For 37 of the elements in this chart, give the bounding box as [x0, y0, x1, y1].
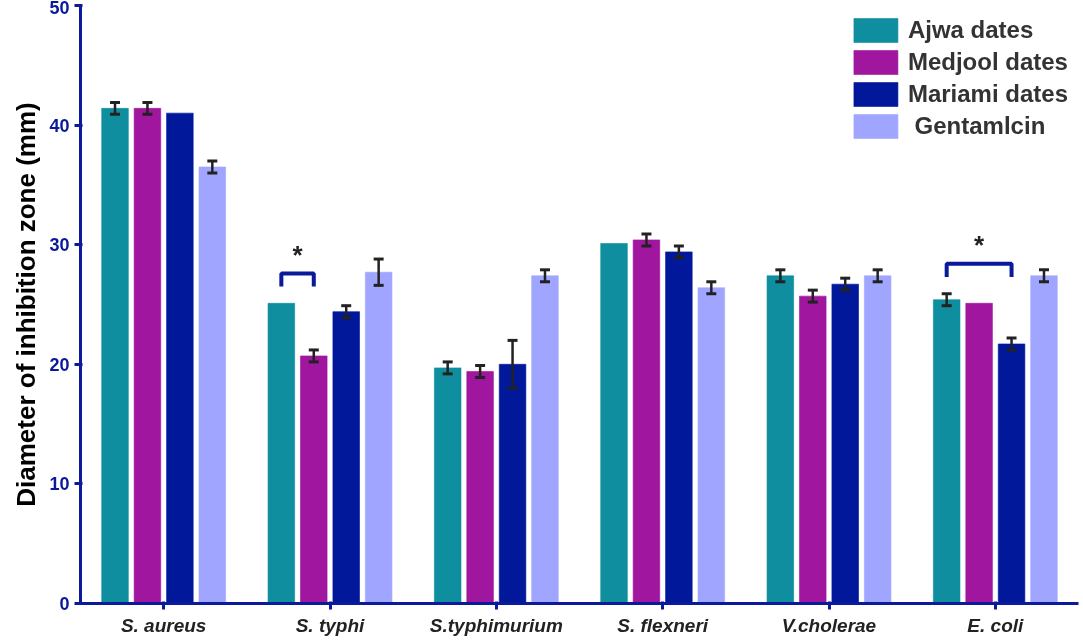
legend-label: Medjool dates — [907, 48, 1068, 76]
annotation: * — [974, 230, 986, 261]
legend-label: Gentamlcin — [913, 112, 1046, 140]
x-tick-label: V.cholerae — [781, 614, 877, 636]
x-tick-label: E. coli — [967, 614, 1025, 636]
bar — [364, 271, 393, 604]
bar — [863, 275, 892, 604]
legend-label: Ajwa dates — [907, 16, 1034, 44]
bar — [101, 107, 129, 604]
legend-label: Mariami dates — [907, 80, 1068, 108]
y-tick-label: 30 — [49, 235, 70, 256]
y-tick-label: 20 — [49, 354, 70, 375]
bar — [299, 355, 328, 604]
bar — [932, 299, 961, 604]
y-tick-label: 0 — [59, 594, 70, 614]
x-tick-label: S. aureus — [120, 614, 207, 636]
bar — [632, 239, 661, 604]
x-tick-label: S. typhi — [295, 614, 366, 636]
y-axis-title: Diameter of inhibition zone (mm) — [11, 102, 42, 507]
bar — [466, 370, 494, 604]
x-tick-label: S. flexneri — [617, 614, 709, 636]
y-tick-label: 40 — [49, 115, 70, 136]
bar — [267, 302, 296, 604]
bar — [433, 367, 462, 604]
x-tick-label: S.typhimurium — [429, 614, 563, 636]
bar — [198, 166, 227, 604]
bar — [133, 107, 162, 604]
bar — [766, 275, 795, 604]
y-tick-label: 50 — [49, 0, 70, 18]
bar — [531, 275, 559, 604]
bar — [798, 295, 827, 604]
bar — [965, 302, 993, 604]
y-tick-label: 10 — [49, 474, 70, 495]
bar — [600, 243, 628, 604]
annotation: * — [292, 239, 304, 270]
bar — [1030, 275, 1058, 604]
bar — [697, 287, 726, 604]
